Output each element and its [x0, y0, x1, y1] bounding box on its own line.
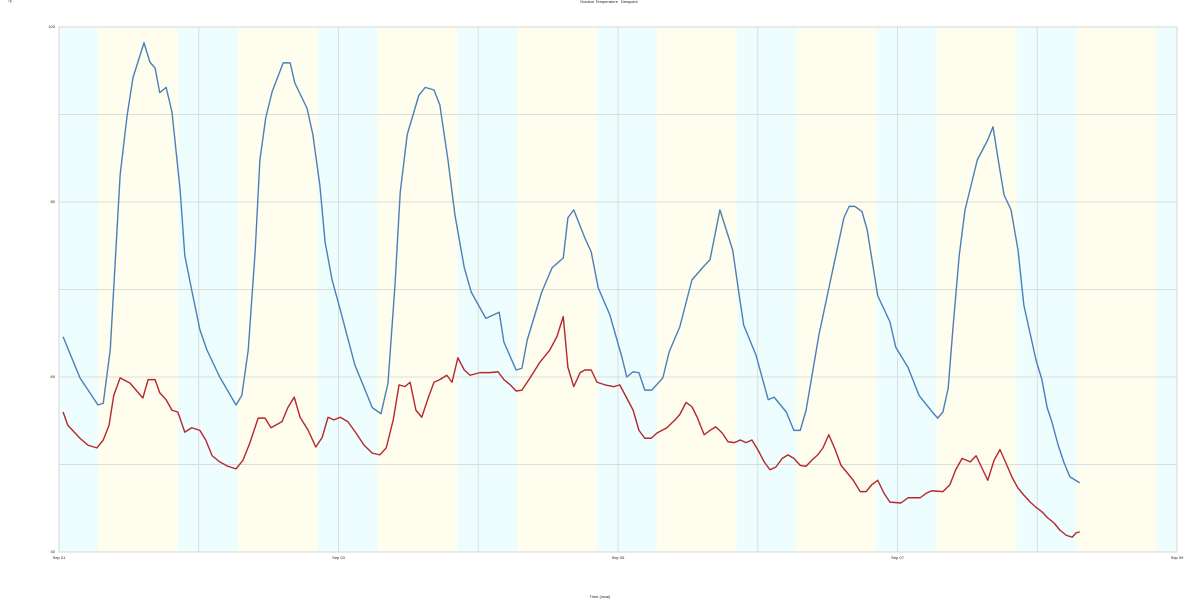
y-tick-label: 100 — [48, 24, 55, 29]
y-tick-label: 60 — [51, 374, 56, 379]
x-tick-label: Sep 09 — [1171, 555, 1184, 560]
series-line — [62, 315, 1080, 538]
series-line — [62, 42, 1081, 484]
plot-frame — [58, 26, 1178, 553]
x-tick-label: Sep 03 — [332, 555, 345, 560]
x-axis-label: Time (local) — [590, 594, 611, 599]
legend-label: Dewpoint — [621, 0, 639, 4]
y-unit: °F — [8, 0, 13, 4]
legend-label: Outdoor Temperature — [580, 0, 619, 4]
y-tick-label: 80 — [51, 199, 56, 204]
x-tick-label: Sep 07 — [891, 555, 904, 560]
x-tick-label: Sep 05 — [612, 555, 625, 560]
y-tick-label: 40 — [51, 549, 56, 554]
x-tick-label: Sep 01 — [53, 555, 66, 560]
